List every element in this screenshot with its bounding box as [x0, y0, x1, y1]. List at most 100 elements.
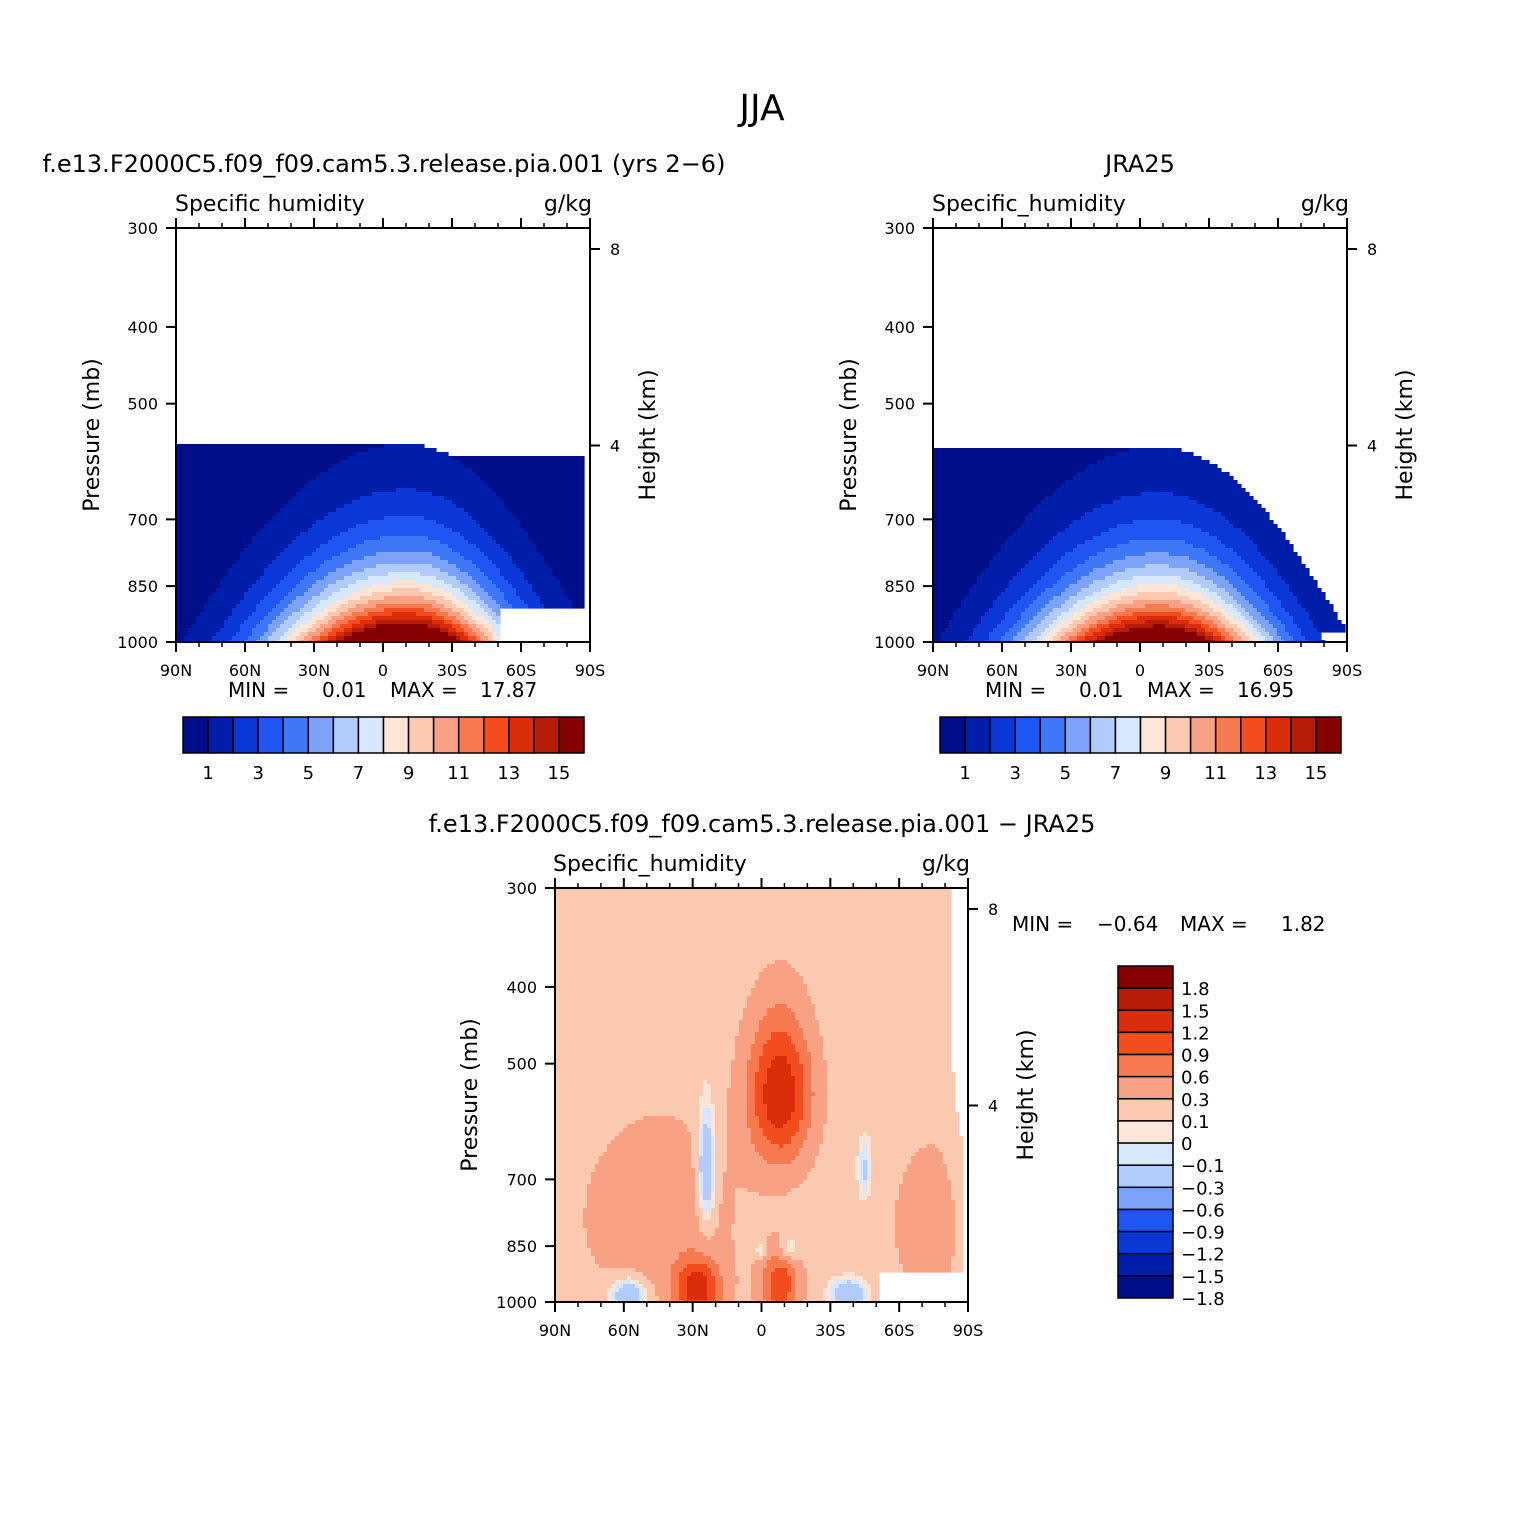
contour-cell: [723, 1180, 804, 1185]
contour-cell: [1229, 632, 1238, 637]
colorbar-swatch: [1117, 987, 1174, 1012]
contour-cell: [723, 1192, 736, 1197]
contour-cell: [871, 1188, 900, 1193]
contour-cell: [807, 984, 952, 989]
contour-cell: [424, 608, 441, 613]
contour-cell: [1105, 456, 1202, 461]
contour-cell: [555, 1252, 592, 1257]
contour-cell: [735, 1192, 760, 1197]
contour-cell: [260, 576, 285, 581]
contour-cell: [711, 1160, 716, 1165]
contour-cell: [767, 1240, 780, 1245]
contour-cell: [1205, 504, 1262, 509]
contour-cell: [1053, 628, 1062, 633]
contour-cell: [424, 596, 445, 601]
contour-cell: [312, 552, 341, 557]
contour-cell: [791, 1116, 804, 1121]
contour-cell: [695, 1168, 700, 1173]
contour-cell: [555, 908, 952, 913]
contour-cell: [336, 632, 345, 637]
colorbar-label: 9: [1160, 763, 1171, 784]
contour-cell: [552, 568, 585, 573]
contour-cell: [496, 612, 501, 617]
contour-cell: [823, 1036, 952, 1041]
contour-cell: [903, 1176, 948, 1181]
contour-cell: [1101, 628, 1114, 633]
contour-cell: [252, 632, 265, 637]
contour-cell: [823, 1288, 832, 1293]
contour-cell: [703, 1148, 712, 1153]
contour-cell: [899, 1196, 952, 1201]
contour-cell: [276, 512, 329, 517]
contour-cell: [176, 448, 369, 453]
contour-cell: [484, 572, 501, 577]
contour-cell: [176, 488, 301, 493]
contour-cell: [807, 1044, 824, 1049]
contour-cell: [555, 1040, 736, 1045]
contour-cell: [799, 972, 952, 977]
contour-cell: [751, 1264, 768, 1269]
y-tick-label: 700: [127, 510, 158, 529]
contour-cell: [1017, 600, 1034, 605]
contour-cell: [807, 1132, 824, 1137]
contour-cell: [871, 1184, 900, 1189]
contour-cell: [476, 544, 501, 549]
contour-cell: [296, 584, 313, 589]
colorbar-label: 0.9: [1181, 1046, 1210, 1067]
contour-cell: [711, 1164, 716, 1169]
contour-cell: [1113, 560, 1198, 565]
contour-cell: [555, 1200, 588, 1205]
contour-cell: [555, 1060, 732, 1065]
contour-cell: [1261, 552, 1298, 557]
contour-cell: [356, 616, 373, 621]
contour-cell: [308, 480, 485, 485]
contour-cell: [444, 620, 453, 625]
contour-cell: [364, 624, 377, 629]
contour-cell: [811, 1088, 828, 1093]
contour-cell: [695, 1212, 704, 1217]
y-tick-label: 500: [506, 1055, 537, 1074]
contour-cell: [464, 600, 477, 605]
contour-cell: [555, 904, 952, 909]
contour-cell: [555, 932, 952, 937]
contour-cell: [1077, 592, 1094, 597]
contour-cell: [1061, 604, 1074, 609]
contour-cell: [911, 1160, 944, 1165]
contour-cell: [747, 1116, 760, 1121]
contour-cell: [468, 584, 481, 589]
contour-cell: [476, 600, 485, 605]
contour-cell: [643, 1296, 648, 1301]
contour-cell: [1217, 624, 1226, 629]
contour-cell: [228, 616, 249, 621]
panel-model-right-label: g/kg: [544, 192, 592, 217]
contour-cell: [176, 444, 385, 449]
contour-cell: [1265, 556, 1302, 561]
contour-cell: [647, 1288, 656, 1293]
contour-cell: [176, 636, 185, 641]
contour-cell: [488, 556, 513, 561]
contour-cell: [1237, 572, 1258, 577]
contour-cell: [587, 1196, 696, 1201]
contour-cell: [332, 556, 365, 561]
contour-cell: [352, 500, 453, 505]
contour-cell: [981, 620, 1002, 625]
contour-cell: [1185, 624, 1202, 629]
contour-cell: [867, 1280, 880, 1285]
contour-cell: [1053, 596, 1070, 601]
contour-cell: [468, 624, 477, 629]
colorbar-label: 1: [202, 763, 213, 784]
contour-cell: [835, 1280, 848, 1285]
contour-cell: [1069, 608, 1082, 613]
contour-cell: [807, 1296, 824, 1301]
contour-cell: [731, 1068, 748, 1073]
contour-cell: [803, 1116, 812, 1121]
contour-cell: [715, 1296, 724, 1301]
contour-cell: [871, 1172, 904, 1177]
contour-cell: [859, 1152, 868, 1157]
contour-cell: [795, 968, 952, 973]
contour-cell: [815, 1008, 952, 1013]
contour-cell: [1073, 628, 1082, 633]
contour-cell: [1097, 552, 1146, 557]
contour-cell: [1277, 572, 1310, 577]
contour-cell: [176, 504, 285, 509]
